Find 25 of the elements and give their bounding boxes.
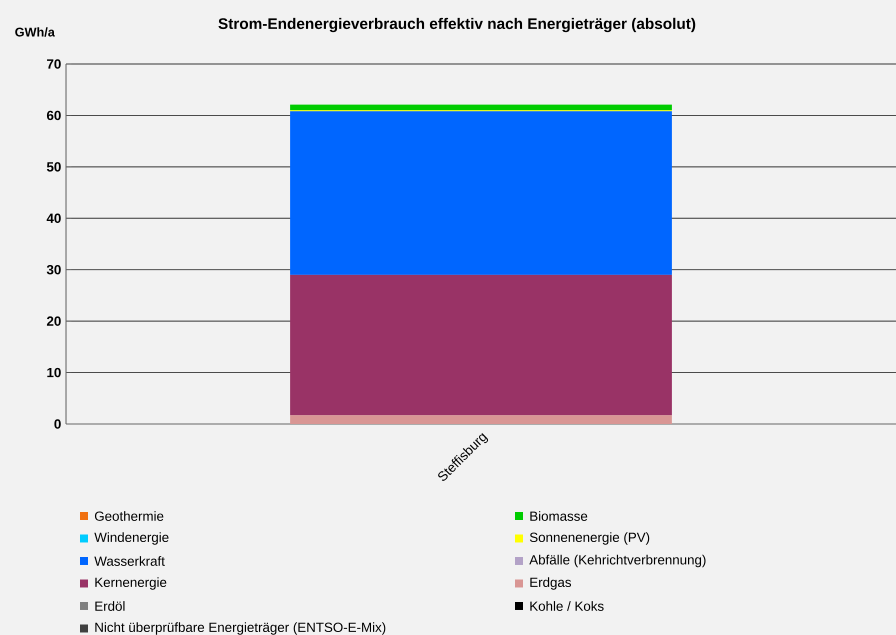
legend-label: Erdöl [95,601,125,611]
y-tick-label: 10 [47,368,61,378]
y-tick-label: 60 [46,110,61,120]
y-tick-label: 0 [54,419,61,429]
legend-label: Windenergie [94,532,169,545]
chart-title: Strom-Endenergieverbrauch effektiv nach Energieträger (absolut) [218,18,696,32]
y-tick-label: 30 [46,264,61,274]
y-tick-label: 40 [46,214,61,223]
legend-label: Sonnenenergie (PV) [530,532,650,545]
y-tick-label: 50 [46,162,61,172]
y-tick-label: 20 [46,316,61,326]
legend-label: Kohle / Koks [530,601,604,611]
y-tick-label: 70 [47,59,61,69]
legend-label: Kernenergie [95,577,166,590]
bar [290,104,672,110]
legend-label: Wasserkraft [94,556,165,566]
legend-label: Abfälle (Kehrichtverbrennung) [529,554,706,568]
bar [290,111,672,275]
bar [290,274,672,416]
legend-label: Geothermie [94,511,164,521]
legend-label: Erdgas [530,577,572,590]
legend-label: Biomasse [530,511,588,521]
bar [290,415,672,424]
y-axis-title: GWh/a [15,27,55,37]
legend-label: Nicht überprüfbare Energieträger (ENTSO-E-Mix) [95,622,386,635]
